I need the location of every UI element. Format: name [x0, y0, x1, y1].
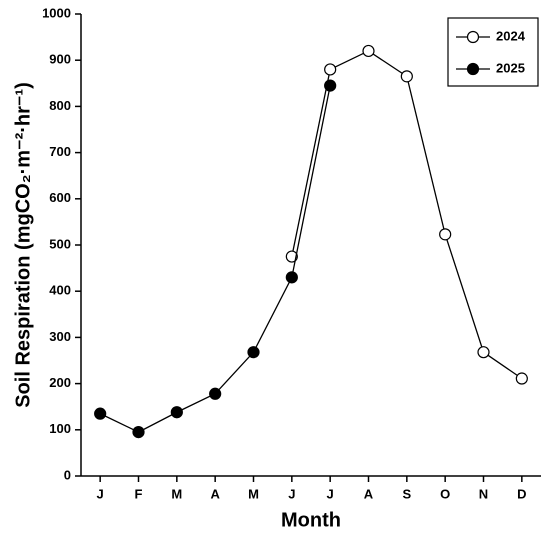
series-line: [291, 50, 523, 380]
x-tick-label: S: [402, 486, 411, 501]
y-tick-label: 100: [49, 421, 71, 436]
data-point: [477, 346, 490, 359]
y-tick-label: 300: [49, 329, 71, 344]
y-tick-label: 1000: [42, 5, 71, 20]
y-tick-label: 700: [49, 144, 71, 159]
x-tick-label: D: [517, 486, 526, 501]
legend-marker: [466, 62, 480, 76]
x-tick-label: A: [210, 486, 220, 501]
x-tick-label: N: [479, 486, 488, 501]
y-tick-label: 600: [49, 190, 71, 205]
data-point: [209, 387, 222, 400]
x-tick-label: F: [135, 486, 143, 501]
data-point: [400, 70, 413, 83]
data-point: [324, 79, 337, 92]
series-line: [99, 85, 331, 433]
data-point: [285, 271, 298, 284]
x-tick-label: A: [364, 486, 374, 501]
x-tick-label: J: [288, 486, 295, 501]
data-point: [247, 346, 260, 359]
data-point: [170, 406, 183, 419]
data-point: [439, 228, 452, 241]
legend-marker: [466, 30, 480, 44]
data-point: [285, 250, 298, 263]
data-point: [515, 372, 528, 385]
y-tick-label: 500: [49, 236, 71, 251]
x-tick-label: M: [171, 486, 182, 501]
y-tick-label: 0: [64, 467, 71, 482]
y-tick-label: 800: [49, 98, 71, 113]
y-axis-title: Soil Respiration (mgCO₂·m⁻²·hr⁻¹): [12, 82, 34, 408]
x-tick-label: J: [327, 486, 334, 501]
x-tick-label: O: [440, 486, 450, 501]
legend-box: [447, 17, 539, 87]
x-tick-label: M: [248, 486, 259, 501]
data-point: [324, 63, 337, 76]
y-tick-label: 900: [49, 52, 71, 67]
y-tick-label: 200: [49, 375, 71, 390]
x-tick-label: J: [97, 486, 104, 501]
data-point: [94, 407, 107, 420]
legend-label: 2025: [496, 60, 525, 75]
y-tick-label: 400: [49, 283, 71, 298]
data-point: [362, 44, 375, 58]
x-axis-title: Month: [281, 509, 341, 531]
data-point: [132, 426, 145, 439]
legend-label: 2024: [496, 28, 526, 43]
